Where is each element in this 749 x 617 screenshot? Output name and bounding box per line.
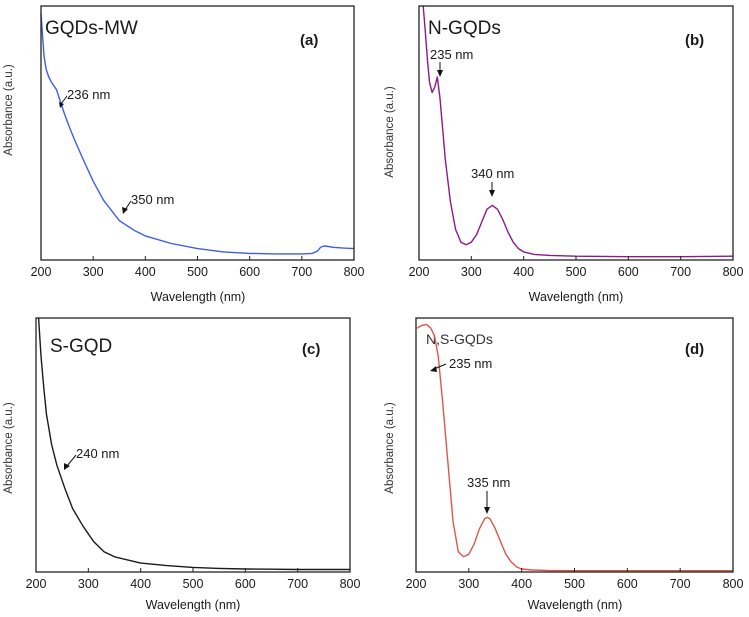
series-line (416, 323, 733, 572)
panel-label: (a) (300, 32, 318, 49)
x-tick-label: 700 (291, 265, 312, 279)
annotation-label: 335 nm (467, 475, 510, 490)
x-tick-label: 400 (130, 577, 151, 591)
y-axis-label: Absorbance (a.u.) (384, 402, 396, 494)
x-tick-label: 300 (461, 265, 482, 279)
arrowhead (122, 207, 128, 214)
y-axis-label: Absorbance (a.u.) (384, 86, 396, 178)
arrowhead (489, 190, 495, 197)
annotation-label: 235 nm (430, 47, 473, 62)
x-tick-label: 500 (564, 577, 585, 591)
annotation-label: 340 nm (471, 166, 514, 181)
annotation-label: 235 nm (449, 356, 492, 371)
x-tick-label: 500 (183, 577, 204, 591)
arrowhead (437, 70, 443, 77)
x-tick-label: 400 (511, 577, 532, 591)
series-line (37, 317, 350, 571)
x-tick-label: 700 (670, 577, 691, 591)
panel-title: N-GQDs (428, 18, 501, 39)
x-tick-label: 700 (287, 577, 308, 591)
x-tick-label: 200 (406, 577, 427, 591)
panel-d: Absorbance (a.u.) N,S-GQDs (d) 200 300 400… (384, 317, 744, 612)
panel-c: Absorbance (a.u.) S-GQD (c) 200 300 400 500… (3, 317, 361, 612)
x-axis-label: Wavelength (nm) (528, 598, 623, 612)
x-tick-label: 200 (409, 265, 430, 279)
x-tick-label: 700 (670, 265, 691, 279)
series-line (40, 13, 355, 255)
panel-b: Absorbance (a.u.) N-GQDs (b) 200 300 400 50… (384, 5, 744, 304)
plot-frame (418, 5, 734, 261)
series-line (422, 5, 734, 258)
x-tick-label: 300 (458, 577, 479, 591)
x-tick-label: 800 (723, 577, 744, 591)
x-axis-label: Wavelength (nm) (151, 290, 246, 304)
x-tick-label: 300 (78, 577, 99, 591)
annotation-label: 350 nm (131, 192, 174, 207)
panel-label: (b) (685, 32, 704, 49)
x-tick-label: 600 (617, 577, 638, 591)
y-axis-label: Absorbance (a.u.) (3, 64, 15, 156)
panel-a: Absorbance (a.u.) GQDs-MW (a) 200 300 400 5… (3, 5, 365, 304)
arrowhead (430, 366, 437, 372)
plot-frame (40, 5, 355, 261)
x-tick-label: 600 (235, 577, 256, 591)
plot-frame (415, 317, 734, 573)
x-tick-label: 800 (344, 265, 365, 279)
annotation-label: 236 nm (67, 87, 110, 102)
arrowhead (484, 507, 490, 514)
panel-title: GQDs-MW (45, 18, 138, 39)
panel-title: N,S-GQDs (426, 331, 493, 347)
panel-label: (c) (302, 341, 320, 358)
x-tick-label: 800 (340, 577, 361, 591)
x-tick-label: 200 (31, 265, 52, 279)
x-axis-label: Wavelength (nm) (146, 598, 241, 612)
annotation-label: 240 nm (76, 446, 119, 461)
x-tick-label: 400 (513, 265, 534, 279)
x-tick-label: 600 (239, 265, 260, 279)
arrowhead (59, 102, 64, 108)
x-tick-label: 500 (566, 265, 587, 279)
x-tick-label: 200 (26, 577, 47, 591)
x-tick-label: 400 (135, 265, 156, 279)
plot-frame (35, 317, 351, 573)
annotation-arrow (66, 454, 77, 467)
panel-title: S-GQD (50, 336, 112, 357)
x-axis-label: Wavelength (nm) (529, 290, 624, 304)
x-tick-label: 300 (83, 265, 104, 279)
annotation-arrow (60, 95, 68, 105)
x-tick-label: 500 (187, 265, 208, 279)
y-axis-label: Absorbance (a.u.) (3, 402, 15, 494)
x-tick-label: 800 (723, 265, 744, 279)
arrowhead (64, 463, 70, 470)
x-tick-label: 600 (618, 265, 639, 279)
panel-label: (d) (685, 341, 704, 358)
